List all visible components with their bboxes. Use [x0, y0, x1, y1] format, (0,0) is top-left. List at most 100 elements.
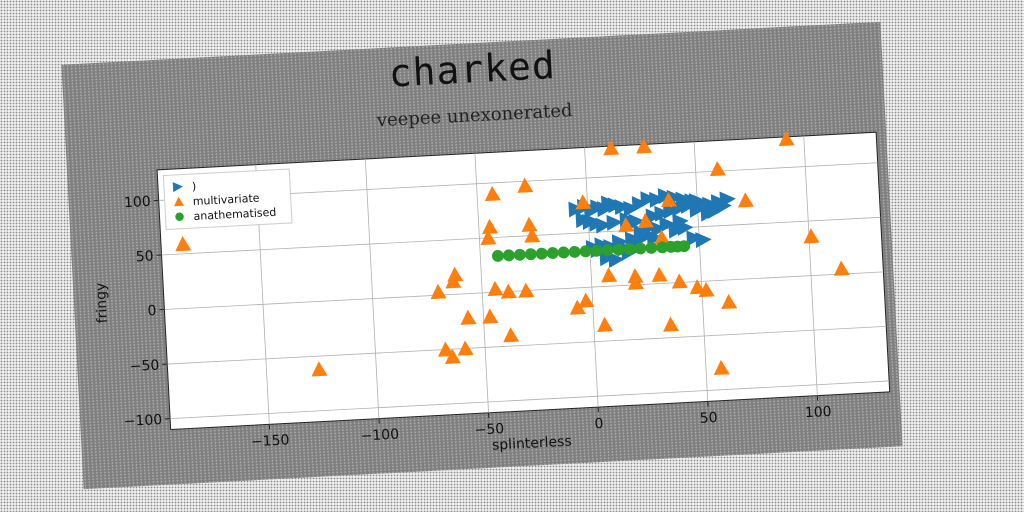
- data-point: [709, 160, 726, 177]
- data-point: [500, 283, 517, 299]
- x-tick-label: 0: [594, 416, 604, 432]
- data-point: [457, 340, 474, 356]
- data-point: [546, 247, 559, 260]
- legend-label: anathematised: [193, 206, 276, 223]
- data-point: [590, 244, 603, 257]
- data-point: [678, 240, 691, 253]
- data-point: [569, 299, 586, 315]
- data-point: [689, 279, 706, 295]
- data-point: [636, 138, 653, 154]
- data-point: [608, 251, 625, 268]
- data-point: [645, 208, 663, 225]
- data-point: [491, 250, 504, 262]
- data-point: [568, 201, 585, 218]
- x-tick-label: 50: [699, 410, 718, 427]
- data-point: [688, 193, 706, 210]
- data-point: [656, 241, 669, 254]
- legend-marker: [172, 182, 183, 193]
- data-point: [737, 192, 754, 208]
- data-point: [578, 292, 595, 308]
- data-point: [524, 248, 537, 261]
- data-point: [484, 185, 501, 202]
- y-grid-line: [167, 325, 887, 365]
- data-point: [575, 194, 592, 210]
- data-point: [713, 359, 730, 376]
- y-axis-label: fringy: [93, 282, 111, 323]
- data-point: [803, 228, 820, 244]
- data-point: [623, 243, 636, 256]
- x-grid-line: [693, 141, 709, 402]
- data-point: [662, 203, 680, 220]
- data-point: [612, 243, 625, 256]
- y-tick-label: −100: [123, 412, 162, 430]
- data-point: [672, 213, 689, 230]
- legend-marker: [175, 212, 184, 222]
- legend-label: multivariate: [192, 192, 260, 208]
- legend-box: [162, 168, 293, 231]
- data-point: [631, 196, 649, 213]
- data-point: [651, 266, 668, 283]
- x-tick-label: −100: [360, 427, 399, 445]
- data-point: [521, 216, 538, 232]
- data-point: [649, 191, 666, 208]
- data-point: [460, 309, 477, 325]
- data-point: [595, 217, 612, 234]
- data-point: [487, 280, 504, 297]
- data-point: [517, 177, 534, 193]
- data-point: [706, 203, 724, 220]
- data-point: [695, 232, 712, 249]
- legend-label: ): [192, 180, 197, 193]
- data-point: [654, 205, 671, 222]
- axis-ticks: −150 −100 −50 0 50 100 −100 −50 0 50 100: [123, 194, 832, 450]
- data-point: [634, 242, 647, 255]
- data-point: [579, 245, 592, 258]
- data-point: [606, 214, 623, 231]
- y-tick-label: 50: [135, 248, 154, 265]
- data-point: [633, 224, 650, 241]
- x-tick-label: −50: [474, 421, 504, 439]
- data-point: [518, 282, 535, 298]
- data-point: [627, 274, 644, 290]
- data-point: [430, 283, 447, 300]
- data-series: [175, 130, 850, 377]
- x-grid-line: [474, 153, 489, 413]
- series-1: [175, 130, 850, 377]
- data-point: [680, 197, 697, 214]
- data-point: [618, 217, 635, 233]
- data-point: [557, 246, 570, 259]
- y-tick-label: −50: [129, 358, 159, 376]
- chart-figure: charked veepee unexonerated −150 −100 −50 0…: [61, 21, 903, 490]
- x-grid-line: [364, 158, 380, 419]
- data-point: [480, 229, 497, 246]
- data-point: [663, 316, 680, 332]
- data-point: [668, 222, 685, 239]
- data-point: [603, 140, 620, 156]
- data-point: [640, 191, 657, 208]
- x-grid-line: [803, 135, 818, 396]
- data-point: [482, 218, 499, 235]
- y-tick-label: 100: [124, 194, 152, 211]
- data-point: [601, 244, 614, 257]
- y-grid-line: [170, 380, 890, 420]
- data-point: [698, 281, 715, 298]
- x-tick-label: −150: [251, 432, 290, 450]
- data-point: [833, 260, 850, 276]
- scatter-plot: −150 −100 −50 0 50 100 −100 −50 0 50 100 splinterl…: [93, 130, 891, 454]
- x-axis-label: splinterless: [492, 434, 573, 454]
- data-point: [614, 199, 631, 216]
- data-point: [502, 249, 515, 262]
- data-point: [535, 247, 548, 260]
- data-point: [482, 308, 499, 324]
- data-point: [657, 188, 675, 205]
- data-point: [444, 348, 461, 364]
- data-point: [175, 236, 192, 252]
- data-point: [597, 316, 614, 332]
- y-tick-label: 0: [147, 303, 157, 319]
- x-grid-line: [584, 147, 599, 408]
- data-point: [645, 241, 658, 254]
- data-point: [311, 361, 328, 377]
- data-point: [601, 267, 618, 283]
- data-point: [715, 198, 732, 215]
- data-point: [438, 341, 454, 357]
